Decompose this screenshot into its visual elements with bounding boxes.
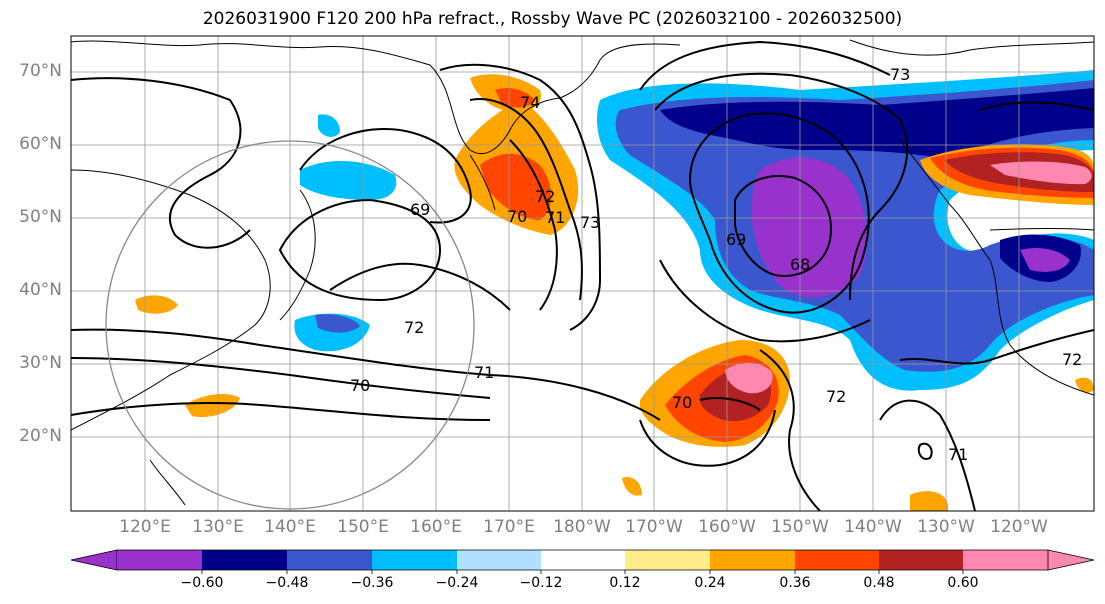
colorbar-tick-label: −0.12 bbox=[519, 575, 563, 591]
contour-label: 71 bbox=[474, 363, 494, 382]
contour-label: 72 bbox=[404, 318, 424, 337]
graticule bbox=[71, 36, 1094, 511]
map-title: 2026031900 F120 200 hPa refract., Rossby… bbox=[202, 9, 903, 29]
lat-label: 70°N bbox=[19, 61, 62, 81]
colorbar-bin bbox=[710, 550, 795, 570]
lat-label: 30°N bbox=[19, 353, 62, 373]
contour-label: 70 bbox=[672, 393, 692, 412]
lon-label: 120°E bbox=[119, 517, 171, 537]
lon-label: 120°W bbox=[990, 517, 1048, 537]
lon-label: 150°E bbox=[337, 517, 389, 537]
contour-label: 73 bbox=[890, 65, 910, 84]
lat-label: 50°N bbox=[19, 207, 62, 227]
lat-label: 20°N bbox=[19, 426, 62, 446]
lon-label: 170°E bbox=[483, 517, 535, 537]
lon-label: 160°E bbox=[410, 517, 462, 537]
contour-label: 69 bbox=[726, 230, 746, 249]
colorbar-bin bbox=[117, 550, 202, 570]
lon-label: 170°W bbox=[625, 517, 683, 537]
reference-circle bbox=[105, 140, 475, 510]
colorbar-tick-label: −0.48 bbox=[265, 575, 309, 591]
lon-label: 160°W bbox=[698, 517, 756, 537]
colorbar-bin bbox=[963, 550, 1048, 570]
contour-label: 72 bbox=[826, 387, 846, 406]
colorbar-tick-label: 0.24 bbox=[694, 575, 726, 591]
contour-label: 73 bbox=[580, 213, 600, 232]
contour-label: 71 bbox=[948, 445, 968, 464]
contour-label: 72 bbox=[535, 187, 555, 206]
lon-label: 130°W bbox=[917, 517, 975, 537]
lon-label: 130°E bbox=[192, 517, 244, 537]
lon-label: 140°E bbox=[264, 517, 316, 537]
contour-label: 71 bbox=[545, 208, 565, 227]
contour-label: 74 bbox=[520, 93, 540, 112]
colorbar-bin bbox=[372, 550, 457, 570]
colorbar-left-extend bbox=[70, 549, 118, 571]
colorbar-tick-label: −0.24 bbox=[435, 575, 479, 591]
colorbar-bin bbox=[287, 550, 372, 570]
colorbar-tick-label: −0.60 bbox=[180, 575, 224, 591]
contour-label: 69 bbox=[410, 200, 430, 219]
colorbar-bin bbox=[541, 550, 625, 570]
colorbar-bin bbox=[625, 550, 710, 570]
anomaly-shading bbox=[135, 70, 1094, 511]
colorbar-bin bbox=[879, 550, 963, 570]
colorbar-tick-label: 0.36 bbox=[779, 575, 811, 591]
colorbar-tick-label: 0.12 bbox=[609, 575, 641, 591]
lon-label: 140°W bbox=[844, 517, 902, 537]
lon-label: 180°W bbox=[553, 517, 611, 537]
lon-label: 150°W bbox=[771, 517, 829, 537]
colorbar-bin bbox=[795, 550, 879, 570]
colorbar bbox=[70, 549, 1095, 574]
colorbar-tick-label: 0.48 bbox=[863, 575, 895, 591]
contour-label: 68 bbox=[790, 255, 810, 274]
colorbar-tick-label: 0.60 bbox=[947, 575, 979, 591]
contour-label: 70 bbox=[350, 376, 370, 395]
contour-label: 70 bbox=[507, 207, 527, 226]
map-frame bbox=[70, 35, 1095, 512]
colorbar-tick-label: −0.36 bbox=[350, 575, 394, 591]
coastlines bbox=[71, 39, 1094, 506]
contour-label: 72 bbox=[1062, 350, 1082, 369]
refraction-contours bbox=[71, 40, 1094, 511]
colorbar-right-extend bbox=[1047, 549, 1095, 571]
colorbar-bin bbox=[457, 550, 541, 570]
colorbar-bin bbox=[202, 550, 287, 570]
lat-label: 60°N bbox=[19, 134, 62, 154]
lat-label: 40°N bbox=[19, 280, 62, 300]
